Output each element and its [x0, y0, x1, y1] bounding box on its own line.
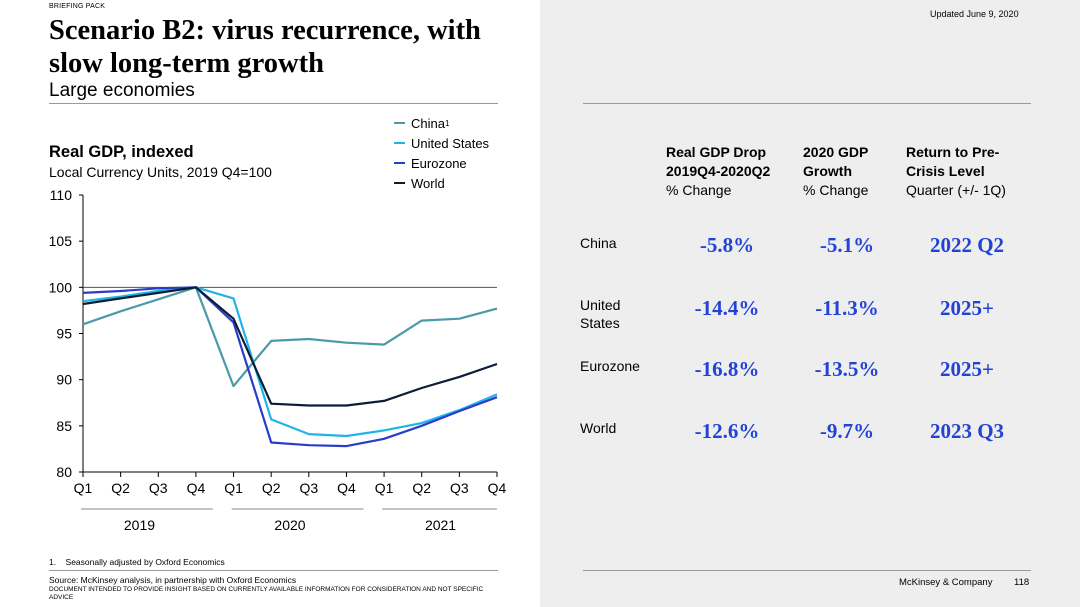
series-line-world	[82, 286, 498, 407]
chart-legend: China 1 United States Eurozone World	[394, 113, 489, 193]
chart-subtitle: Local Currency Units, 2019 Q4=100	[49, 164, 272, 180]
legend-entry-united-states: United States	[394, 133, 489, 153]
value-growth-china: -5.1%	[819, 233, 875, 257]
x-tick-label: Q3	[299, 480, 318, 496]
x-tick-label: Q2	[262, 480, 281, 496]
x-tick-label: Q3	[149, 480, 168, 496]
series-line-china	[82, 286, 498, 388]
value-growth-eurozone: -13.5%	[814, 357, 880, 381]
legend-label-china: China	[411, 115, 445, 131]
legend-label-eurozone: Eurozone	[411, 155, 467, 171]
row-label-us-line-2: States	[580, 315, 620, 331]
x-tick-label: Q4	[488, 480, 507, 496]
legend-swatch-united-states	[394, 142, 405, 144]
row-label-world-text: World	[580, 420, 617, 436]
header-drop-line-2: 2019Q4-2020Q2	[666, 163, 771, 179]
series-line-eurozone	[82, 286, 498, 448]
year-group-label: 2020	[274, 517, 305, 533]
header-drop-line-1: Real GDP Drop	[666, 144, 767, 160]
legend-label-united-states: United States	[411, 135, 490, 151]
row-label-world: World	[580, 419, 616, 437]
legend-entry-china: China 1	[394, 113, 489, 133]
legend-label-world: World	[411, 175, 445, 191]
value-drop-world: -12.6%	[694, 419, 760, 443]
x-tick-label: Q1	[375, 480, 394, 496]
value-drop-united-states: -14.4%	[694, 296, 760, 320]
value-drop-eurozone: -16.8%	[694, 357, 760, 381]
header-growth-line-1: 2020 GDP	[803, 144, 869, 160]
source-note: Source: McKinsey analysis, in partnershi…	[49, 575, 297, 585]
table-header-return: Return to Pre- Crisis Level Quarter (+/-…	[906, 143, 1006, 200]
chart-title: Real GDP, indexed	[49, 143, 194, 161]
y-tick-label: 110	[50, 187, 73, 203]
briefing-tag: BRIEFING PACK	[49, 3, 106, 10]
table-top-rule	[583, 103, 1031, 104]
header-growth-unit: % Change	[803, 182, 869, 198]
row-label-china-text: China	[580, 235, 617, 251]
legend-swatch-china	[394, 122, 405, 124]
row-label-united-states: United States	[580, 296, 620, 332]
right-panel	[540, 0, 1080, 607]
year-group-label: 2021	[425, 517, 456, 533]
header-drop-unit: % Change	[666, 182, 732, 198]
y-tick-label: 85	[56, 418, 72, 434]
table-header-growth: 2020 GDP Growth % Change	[803, 143, 868, 200]
row-label-eurozone: Eurozone	[580, 357, 640, 375]
row-label-eurozone-text: Eurozone	[580, 358, 640, 374]
legend-swatch-eurozone	[394, 162, 405, 164]
value-return-united-states: 2025+	[940, 296, 994, 320]
y-tick-label: 100	[49, 279, 73, 295]
x-tick-label: Q1	[74, 480, 93, 496]
value-growth-world: -9.7%	[819, 419, 875, 443]
y-tick-label: 95	[56, 326, 72, 342]
x-tick-label: Q1	[224, 480, 243, 496]
header-return-line-1: Return to Pre-	[906, 144, 1000, 160]
footer-rule-right	[583, 570, 1031, 571]
page-title: Scenario B2: virus recurrence, with slow…	[49, 15, 481, 79]
x-tick-label: Q2	[412, 480, 431, 496]
disclaimer: DOCUMENT INTENDED TO PROVIDE INSIGHT BAS…	[49, 586, 484, 601]
year-group-label: 2019	[124, 517, 155, 533]
company-name: McKinsey & Company	[899, 577, 993, 588]
row-label-us-line-1: United	[580, 297, 621, 313]
gdp-line-chart: 80 85 90 95 100 105 110 Q1 Q2 Q3 Q4 Q1 Q2 Q3 Q4 Q1 Q2 Q3 Q…	[49, 187, 507, 533]
header-growth-line-2: Growth	[803, 163, 852, 179]
table-header-drop: Real GDP Drop 2019Q4-2020Q2 % Change	[666, 143, 770, 200]
x-tick-label: Q4	[337, 480, 356, 496]
updated-date: Updated June 9, 2020	[930, 9, 1019, 19]
row-label-china: China	[580, 234, 617, 252]
y-tick-label: 80	[56, 464, 72, 480]
value-return-china: 2022 Q2	[929, 233, 1005, 257]
footnote: 1. Seasonally adjusted by Oxford Economi…	[49, 557, 225, 567]
value-return-world: 2023 Q3	[929, 419, 1005, 443]
legend-entry-world: World	[394, 173, 489, 193]
title-rule	[49, 103, 498, 104]
series-line-united-states	[82, 286, 498, 438]
y-tick-label: 105	[49, 233, 73, 249]
footer-rule-left	[49, 570, 498, 571]
legend-entry-eurozone: Eurozone	[394, 153, 489, 173]
x-tick-label: Q4	[187, 480, 206, 496]
value-return-eurozone: 2025+	[940, 357, 994, 381]
value-growth-united-states: -11.3%	[815, 296, 879, 320]
page-subtitle: Large economies	[49, 80, 195, 101]
page-number: 118	[1014, 577, 1030, 588]
header-return-line-2: Crisis Level	[906, 163, 985, 179]
value-drop-china: -5.8%	[699, 233, 755, 257]
x-tick-label: Q3	[450, 480, 469, 496]
x-tick-label: Q2	[111, 480, 130, 496]
header-return-unit: Quarter (+/- 1Q)	[906, 182, 1006, 198]
y-tick-label: 90	[56, 372, 72, 388]
legend-footnote-mark: 1	[444, 118, 450, 128]
legend-swatch-world	[394, 182, 405, 184]
